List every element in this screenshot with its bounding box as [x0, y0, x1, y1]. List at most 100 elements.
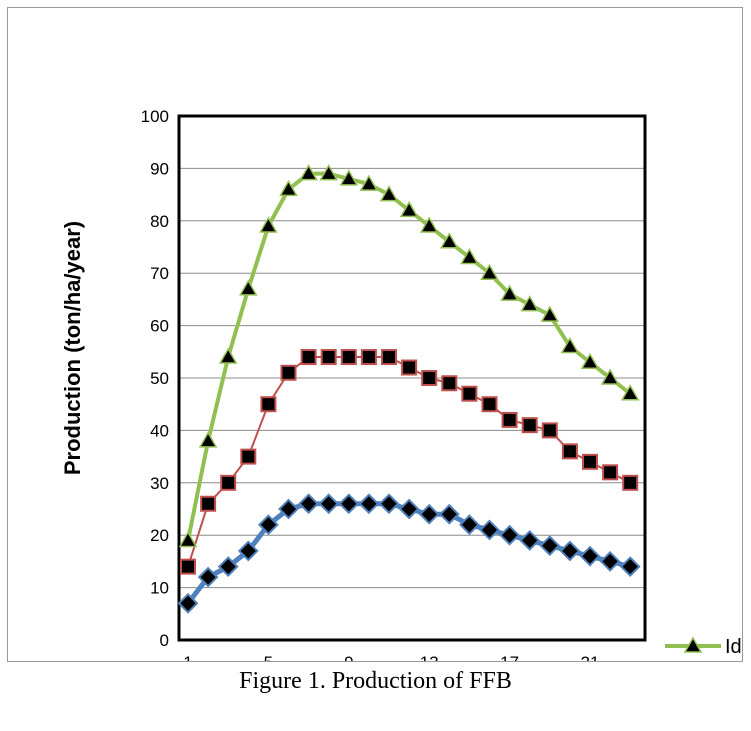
triangle-marker — [279, 179, 298, 197]
diamond-marker — [539, 535, 561, 557]
triangle-marker — [319, 164, 338, 181]
square-marker — [501, 411, 518, 428]
triangle-marker — [218, 347, 238, 364]
x-axis-ticks: 1 5 9 13 17 21 — [183, 653, 600, 662]
diamond-marker — [338, 493, 360, 515]
x-tick-label: 5 — [264, 653, 273, 662]
square-marker — [200, 495, 217, 512]
square-marker — [461, 385, 478, 402]
diamond-marker — [378, 493, 400, 515]
triangle-marker — [683, 636, 703, 653]
square-marker — [401, 359, 418, 376]
triangle-marker — [520, 295, 539, 312]
legend: Ide — [665, 636, 743, 658]
square-marker — [541, 422, 558, 439]
diamond-marker — [458, 514, 480, 536]
triangle-marker — [399, 200, 419, 218]
triangle-marker — [580, 352, 600, 370]
triangle-marker — [460, 247, 479, 265]
diamond-marker — [479, 519, 500, 541]
x-tick-label: 17 — [500, 653, 519, 662]
y-tick-label: 10 — [150, 579, 169, 598]
y-tick-label: 80 — [150, 212, 169, 231]
x-tick-label: 13 — [420, 653, 439, 662]
y-tick-label: 0 — [160, 631, 169, 650]
square-marker — [280, 364, 297, 381]
square-marker — [561, 443, 578, 460]
square-marker — [220, 474, 237, 491]
series-square — [180, 349, 639, 575]
triangle-marker — [359, 174, 379, 191]
triangle-marker — [239, 279, 258, 296]
triangle-marker — [560, 337, 580, 354]
triangle-marker — [440, 232, 459, 249]
triangle-marker — [480, 263, 499, 280]
square-marker — [240, 448, 257, 465]
legend-label: Ide — [725, 636, 743, 658]
diamond-marker — [619, 556, 641, 578]
square-marker — [360, 349, 377, 366]
series-line — [186, 171, 632, 541]
triangle-marker — [620, 384, 640, 401]
triangle-marker — [500, 284, 519, 301]
triangle-marker — [540, 305, 560, 322]
square-marker — [320, 349, 337, 366]
y-tick-label: 60 — [150, 317, 169, 336]
plot-border — [177, 114, 647, 642]
triangle-marker — [379, 185, 399, 202]
figure-caption: Figure 1. Production of FFB — [239, 668, 512, 694]
diamond-marker — [398, 498, 420, 520]
triangle-marker — [339, 169, 359, 186]
diamond-marker — [358, 493, 380, 515]
triangle-marker — [419, 216, 439, 233]
square-marker — [180, 558, 196, 575]
x-tick-label: 9 — [344, 653, 353, 662]
y-tick-label: 100 — [141, 107, 169, 126]
diamond-marker — [257, 514, 279, 536]
x-tick-label: 21 — [581, 653, 600, 662]
diamond-marker — [197, 566, 219, 588]
diamond-marker — [579, 545, 601, 567]
square-marker — [481, 396, 498, 413]
production-chart: 0 10 20 30 40 50 60 70 80 90 100 1 5 9 13 17 21 Ide Pro… — [60, 107, 743, 662]
y-axis-label: Production (ton/ha/year) — [60, 221, 85, 475]
series-diamond — [177, 493, 641, 614]
y-tick-label: 70 — [150, 264, 169, 283]
diamond-marker — [599, 550, 621, 572]
series-triangle — [178, 164, 640, 548]
square-marker — [602, 464, 619, 481]
y-tick-label: 50 — [150, 369, 169, 388]
square-marker — [582, 453, 598, 470]
diamond-marker — [559, 540, 581, 562]
triangle-marker — [198, 431, 218, 448]
gridlines — [179, 167, 645, 589]
triangle-marker — [259, 216, 278, 233]
square-marker — [260, 396, 277, 413]
y-tick-label: 30 — [150, 474, 169, 493]
triangle-marker — [600, 368, 620, 385]
diamond-marker — [499, 524, 521, 546]
diamond-marker — [418, 503, 440, 525]
diamond-marker — [318, 493, 340, 515]
diamond-marker — [298, 493, 320, 515]
y-tick-label: 90 — [150, 159, 169, 178]
diamond-marker — [177, 592, 199, 614]
diamond-marker — [237, 540, 259, 562]
diamond-marker — [217, 556, 239, 578]
plot-area — [177, 114, 647, 642]
square-marker — [421, 370, 438, 386]
square-marker — [381, 349, 397, 366]
square-marker — [300, 349, 317, 366]
chart-frame: 0 10 20 30 40 50 60 70 80 90 100 1 5 9 13 17 21 Ide Pro… — [7, 7, 743, 662]
x-tick-label: 1 — [183, 653, 192, 662]
triangle-marker — [178, 530, 198, 548]
y-axis-ticks: 0 10 20 30 40 50 60 70 80 90 100 — [141, 107, 169, 650]
square-marker — [521, 417, 538, 434]
diamond-marker — [519, 530, 541, 551]
triangle-marker — [299, 164, 318, 181]
diamond-marker — [278, 498, 299, 520]
square-marker — [622, 474, 639, 491]
y-tick-label: 40 — [150, 421, 169, 440]
square-marker — [340, 349, 357, 366]
y-tick-label: 20 — [150, 526, 169, 545]
